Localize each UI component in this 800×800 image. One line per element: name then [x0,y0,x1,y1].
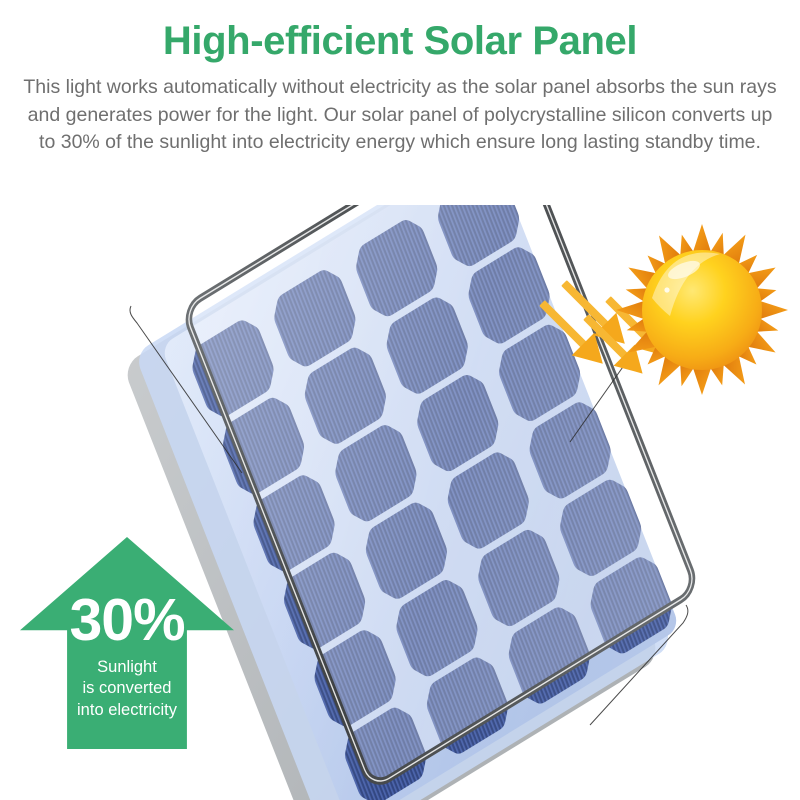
page-description: This light works automatically without e… [23,76,777,154]
solar-panel-exploded-view [90,113,730,800]
efficiency-badge: 30% Sunlight is converted into electrici… [20,537,234,749]
up-arrow-icon [20,537,234,749]
solar-cell-array [164,149,679,800]
page-title: High-efficient Solar Panel [162,19,638,63]
sun-disc [642,250,762,370]
header-block: High-efficient Solar Panel This light wo… [0,0,800,157]
illustration-stage: 30% Sunlight is converted into electrici… [0,113,800,800]
sun-icon [612,220,792,400]
